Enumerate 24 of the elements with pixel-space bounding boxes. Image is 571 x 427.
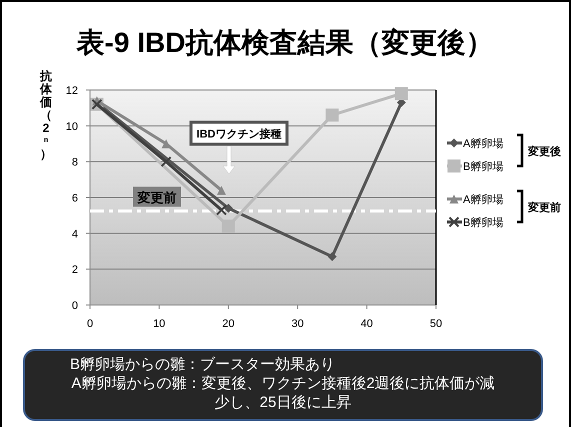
- legend-label: A孵卵場: [463, 137, 504, 150]
- legend-label: A孵卵場: [463, 193, 504, 206]
- text: 変更後: [528, 146, 561, 158]
- text: 変更前: [528, 202, 561, 214]
- x-tick-label: 40: [360, 318, 373, 330]
- legend-label: B孵卵場: [463, 160, 504, 173]
- x-tick-label: 20: [222, 318, 235, 330]
- y-tick-label: 2: [72, 264, 78, 276]
- y-tick-label: 0: [72, 300, 78, 312]
- ref-line-label: 変更前: [136, 190, 176, 205]
- annotation: IBDワクチン接種: [196, 127, 282, 140]
- y-tick-label: 8: [72, 156, 78, 169]
- title: 表-9 IBD抗体検査結果（変更後）: [76, 27, 494, 58]
- x-tick-label: 10: [153, 318, 166, 330]
- x-tick-label: 0: [86, 318, 94, 330]
- x-tick-label: 50: [430, 318, 442, 330]
- y-tick-label: 6: [72, 192, 78, 204]
- legend-label: B孵卵場: [463, 216, 504, 229]
- y-tick-label: 4: [72, 228, 78, 240]
- y-tick-label: 10: [66, 120, 78, 133]
- ylabel: 抗体価（2ⁿ）: [40, 69, 52, 161]
- note-box: B孵卵場からの雛：ブースター効果あり A孵卵場からの雛：変更後、ワクチン接種後2週後に抗体価が減少し、25日後に上昇: [23, 349, 543, 421]
- y-tick-label: 12: [66, 85, 78, 97]
- x-tick-label: 30: [291, 318, 304, 330]
